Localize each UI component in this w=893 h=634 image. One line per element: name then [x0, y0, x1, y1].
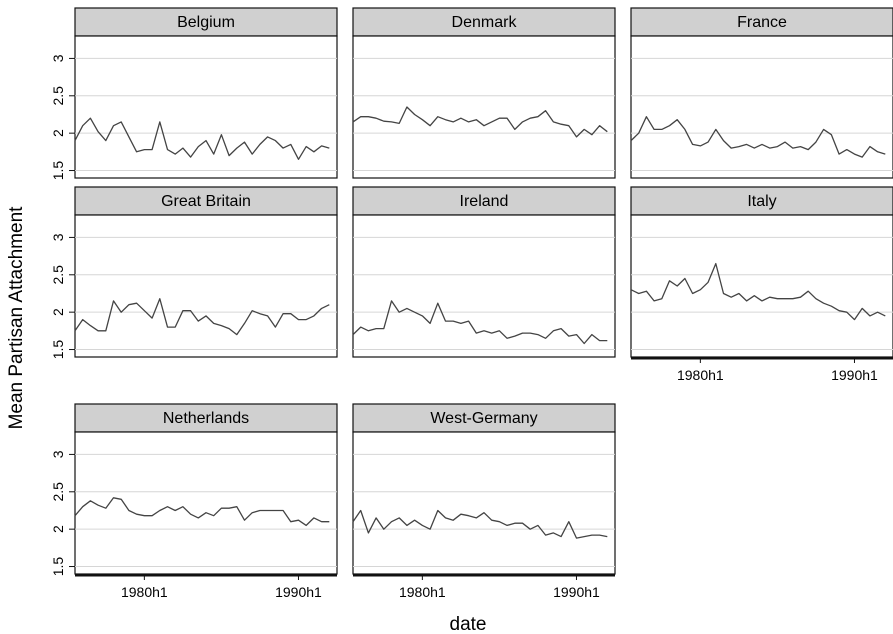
- panel-title: Italy: [747, 193, 776, 210]
- panel-title: Ireland: [460, 193, 509, 210]
- x-tick-label: 1990h1: [553, 584, 600, 600]
- x-tick-label: 1980h1: [121, 584, 168, 600]
- x-tick-label: 1990h1: [831, 367, 878, 383]
- y-tick-label: 2.5: [50, 482, 66, 502]
- x-tick-label: 1990h1: [275, 584, 322, 600]
- y-tick-label: 2: [50, 129, 66, 137]
- x-tick-label: 1980h1: [399, 584, 446, 600]
- y-axis-title: Mean Partisan Attachment: [6, 206, 27, 430]
- plot-area: [74, 214, 338, 358]
- panel-title: Denmark: [452, 14, 518, 31]
- panel-netherlands: Netherlands 1.5 2 2.5 3 1980h1 1990h1: [50, 403, 338, 600]
- y-tick-label: 1.5: [50, 161, 66, 181]
- panel-strip: [630, 186, 893, 216]
- series-line-denmark: [352, 106, 608, 138]
- y-tick-label: 3: [50, 450, 66, 458]
- panel-strip: [74, 186, 338, 216]
- y-tick-label: 3: [50, 233, 66, 241]
- panel-strip: [630, 7, 893, 37]
- y-tick-label: 2: [50, 308, 66, 316]
- plot-area: [74, 431, 338, 575]
- panel-strip: [352, 186, 616, 216]
- series-line-netherlands: [74, 497, 330, 527]
- panel-denmark: Denmark: [352, 7, 616, 179]
- plot-area: [352, 35, 616, 179]
- x-tick-label: 1980h1: [677, 367, 724, 383]
- series-line-belgium: [74, 117, 330, 160]
- panel-italy: Italy 1980h1 1990h1: [630, 186, 893, 383]
- panel-strip: [352, 403, 616, 433]
- series-line-france: [630, 116, 886, 158]
- panel-belgium: Belgium 1.5 2 2.5 3: [50, 7, 338, 181]
- plot-area: [74, 35, 338, 179]
- panel-title: Netherlands: [163, 410, 249, 427]
- y-tick-label: 2.5: [50, 86, 66, 106]
- panel-title: West-Germany: [430, 410, 537, 427]
- plot-area: [352, 431, 616, 575]
- y-tick-label: 2.5: [50, 265, 66, 285]
- series-line-great-britain: [74, 298, 330, 336]
- plot-area: [352, 214, 616, 358]
- panel-france: France: [630, 7, 893, 179]
- series-line-west-germany: [352, 509, 608, 539]
- x-axis-title: date: [450, 614, 487, 634]
- series-line-ireland: [352, 300, 608, 345]
- panel-west-germany: West-Germany 1980h1 1990h1: [352, 403, 616, 600]
- panel-title: France: [737, 14, 787, 31]
- panel-great-britain: Great Britain 1.5 2 2.5 3: [50, 186, 338, 360]
- plot-area: [630, 214, 893, 358]
- series-line-italy: [630, 262, 886, 321]
- panel-title: Great Britain: [161, 193, 251, 210]
- panel-strip: [74, 403, 338, 433]
- panel-title: Belgium: [177, 14, 235, 31]
- y-tick-label: 1.5: [50, 557, 66, 577]
- y-tick-label: 2: [50, 525, 66, 533]
- panels-layer: Belgium 1.5 2 2.5 3 Denmark France Great Britai…: [50, 7, 893, 600]
- panel-ireland: Ireland: [352, 186, 616, 358]
- y-tick-label: 1.5: [50, 340, 66, 360]
- panel-strip: [74, 7, 338, 37]
- y-tick-label: 3: [50, 54, 66, 62]
- plot-area: [630, 35, 893, 179]
